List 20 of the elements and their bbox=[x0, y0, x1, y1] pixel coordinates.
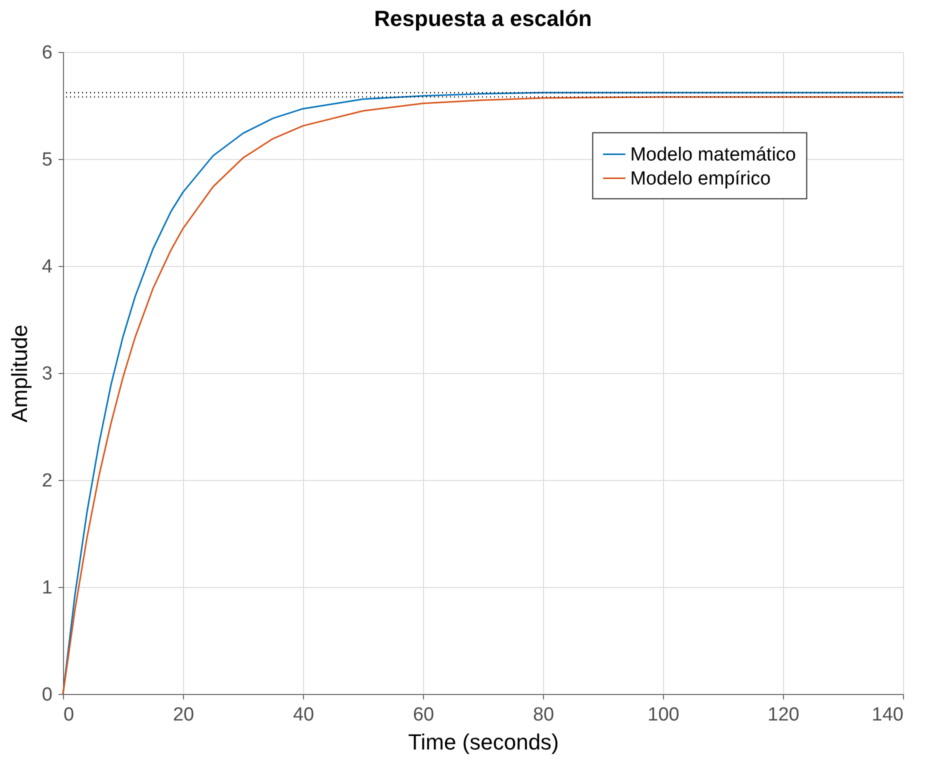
chart-title: Respuesta a escalón bbox=[374, 6, 592, 31]
x-tick-label: 20 bbox=[172, 704, 194, 726]
x-tick-label: 60 bbox=[412, 704, 434, 726]
y-tick-label: 3 bbox=[42, 364, 52, 384]
y-axis-title: Amplitude bbox=[6, 324, 32, 422]
x-tick-label: 120 bbox=[768, 704, 800, 726]
y-tick-label: 2 bbox=[42, 470, 52, 492]
x-tick-label: 40 bbox=[292, 704, 314, 726]
legend-label: Modelo empírico bbox=[630, 168, 771, 190]
y-tick-label: 5 bbox=[42, 150, 52, 170]
legend-label: Modelo matemático bbox=[630, 144, 796, 166]
y-tick-label: 1 bbox=[42, 578, 52, 598]
y-tick-label: 6 bbox=[42, 42, 52, 64]
y-tick-label: 0 bbox=[42, 684, 52, 706]
x-tick-label: 0 bbox=[64, 704, 74, 726]
x-tick-label: 80 bbox=[532, 704, 554, 726]
x-axis-title: Time (seconds) bbox=[408, 730, 559, 754]
y-tick-label: 4 bbox=[42, 256, 53, 278]
x-tick-label: 100 bbox=[648, 704, 680, 726]
x-tick-label: 140 bbox=[872, 704, 904, 726]
